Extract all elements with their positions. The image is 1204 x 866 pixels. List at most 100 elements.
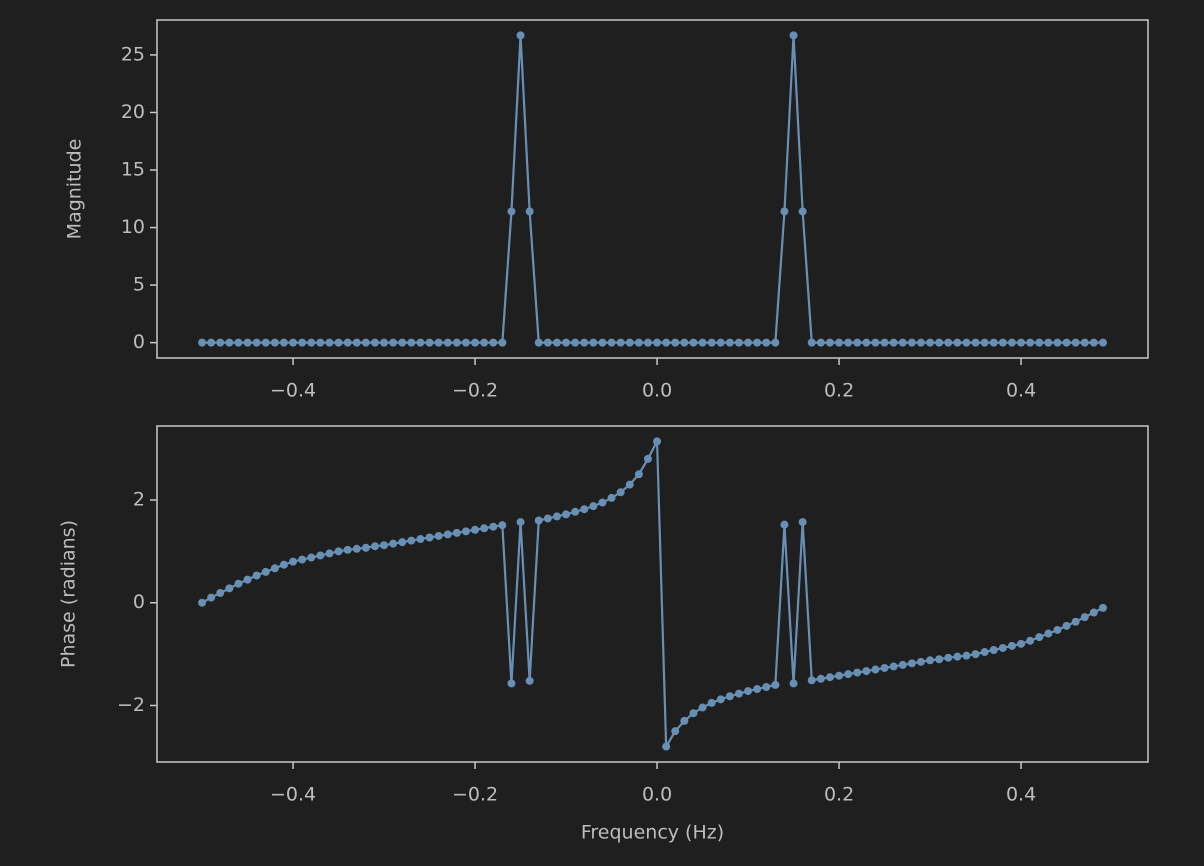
data-point	[898, 660, 907, 669]
data-point	[844, 338, 853, 347]
data-point	[662, 338, 671, 347]
data-point	[507, 207, 516, 216]
data-point	[926, 338, 935, 347]
data-point	[689, 709, 698, 718]
data-point	[1035, 633, 1044, 642]
data-point	[816, 338, 825, 347]
data-point	[1053, 338, 1062, 347]
data-point	[343, 338, 352, 347]
data-point	[234, 338, 243, 347]
data-point	[279, 560, 288, 569]
data-point	[389, 539, 398, 548]
data-point	[398, 338, 407, 347]
data-point	[762, 338, 771, 347]
data-point	[643, 454, 652, 463]
data-point	[980, 338, 989, 347]
data-point	[1089, 338, 1098, 347]
data-point	[971, 650, 980, 659]
data-point	[498, 521, 507, 530]
data-point	[1098, 603, 1107, 612]
data-point	[243, 575, 252, 584]
data-point	[398, 538, 407, 547]
data-point	[907, 338, 916, 347]
data-point	[543, 338, 552, 347]
data-point	[680, 338, 689, 347]
y-tick-label: 20	[121, 101, 145, 123]
data-point	[425, 338, 434, 347]
data-point	[552, 512, 561, 521]
data-point	[434, 338, 443, 347]
y-tick-label: 15	[121, 159, 145, 181]
data-point	[307, 553, 316, 562]
x-tick-label: −0.2	[452, 380, 498, 402]
data-point	[489, 338, 498, 347]
data-point	[707, 338, 716, 347]
data-point	[552, 338, 561, 347]
axes-frame	[156, 19, 1149, 359]
data-point	[279, 338, 288, 347]
axes-frame	[156, 425, 1149, 763]
data-point	[944, 653, 953, 662]
data-point	[844, 670, 853, 679]
data-point	[571, 507, 580, 516]
data-point	[1017, 639, 1026, 648]
data-point	[252, 571, 261, 580]
data-point	[543, 514, 552, 523]
data-point	[461, 527, 470, 536]
data-point	[1080, 613, 1089, 622]
data-point	[862, 338, 871, 347]
data-point	[689, 338, 698, 347]
y-tick-label: 2	[133, 488, 145, 510]
data-point	[525, 676, 534, 685]
data-point	[716, 695, 725, 704]
data-point	[198, 338, 207, 347]
data-point	[1026, 338, 1035, 347]
data-point	[1026, 636, 1035, 645]
data-point	[198, 598, 207, 607]
data-point	[352, 338, 361, 347]
data-point	[225, 338, 234, 347]
data-point	[625, 338, 634, 347]
data-point	[780, 207, 789, 216]
data-point	[370, 542, 379, 551]
data-point	[1044, 629, 1053, 638]
data-point	[589, 502, 598, 511]
data-point	[980, 648, 989, 657]
data-point	[634, 470, 643, 479]
data-point	[216, 588, 225, 597]
data-point	[953, 338, 962, 347]
x-tick-label: 0.2	[824, 784, 854, 806]
data-point	[443, 338, 452, 347]
y-axis-label: Magnitude	[64, 139, 86, 240]
data-point	[361, 543, 370, 552]
data-point	[489, 522, 498, 531]
data-point	[744, 687, 753, 696]
data-point	[307, 338, 316, 347]
data-point	[270, 564, 279, 573]
data-point	[370, 338, 379, 347]
data-point	[835, 671, 844, 680]
data-point	[507, 679, 516, 688]
data-point	[425, 533, 434, 542]
data-point	[835, 338, 844, 347]
data-point	[935, 655, 944, 664]
data-point	[616, 338, 625, 347]
data-point	[616, 488, 625, 497]
data-point	[580, 338, 589, 347]
x-tick-label: 0.0	[642, 380, 672, 402]
data-point	[225, 584, 234, 593]
data-point	[407, 338, 416, 347]
data-point	[1044, 338, 1053, 347]
data-point	[1098, 338, 1107, 347]
data-point	[316, 338, 325, 347]
data-point	[1017, 338, 1026, 347]
data-point	[1007, 338, 1016, 347]
data-point	[516, 31, 525, 40]
data-line	[201, 437, 1104, 751]
data-point	[607, 338, 616, 347]
data-point	[871, 338, 880, 347]
data-point	[698, 338, 707, 347]
data-point	[725, 692, 734, 701]
data-point	[807, 338, 816, 347]
data-point	[325, 549, 334, 558]
